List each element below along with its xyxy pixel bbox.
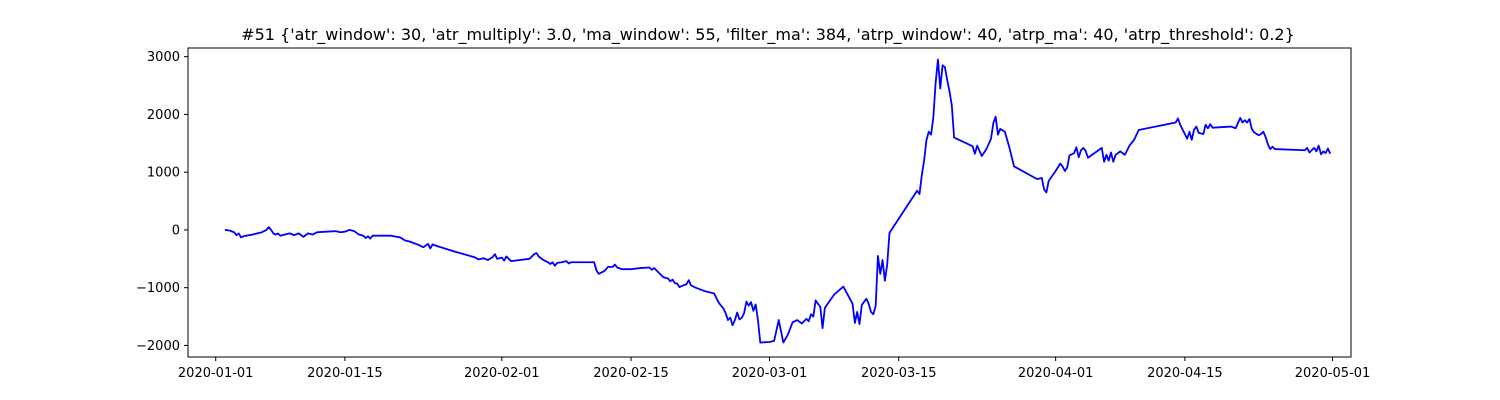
x-tick-label: 2020-03-15 [861, 366, 937, 381]
y-tick-label: 0 [172, 223, 180, 238]
x-tick-label: 2020-01-01 [178, 366, 254, 381]
y-tick-label: 1000 [147, 166, 180, 181]
series-line-1 [224, 58, 1332, 344]
x-tick-label: 2020-05-01 [1295, 366, 1371, 381]
chart-title: #51 {'atr_window': 30, 'atr_multiply': 3… [241, 25, 1295, 45]
y-axis: −2000 −1000 0 1000 2000 3000 [136, 50, 188, 354]
y-tick-label: 3000 [147, 50, 180, 65]
y-tick-label: −2000 [136, 339, 180, 354]
x-tick-label: 2020-04-15 [1147, 366, 1223, 381]
y-tick-label: −1000 [136, 281, 180, 296]
x-tick-label: 2020-04-01 [1018, 366, 1094, 381]
y-tick-label: 2000 [147, 108, 180, 123]
x-tick-label: 2020-02-15 [593, 366, 669, 381]
x-tick-label: 2020-03-01 [732, 366, 808, 381]
x-tick-label: 2020-01-15 [307, 366, 383, 381]
x-tick-label: 2020-02-01 [464, 366, 540, 381]
plot-frame [187, 47, 1352, 358]
plot-content [224, 58, 1332, 344]
x-axis: 2020-01-01 2020-01-15 2020-02-01 2020-02-15… [178, 357, 1370, 381]
